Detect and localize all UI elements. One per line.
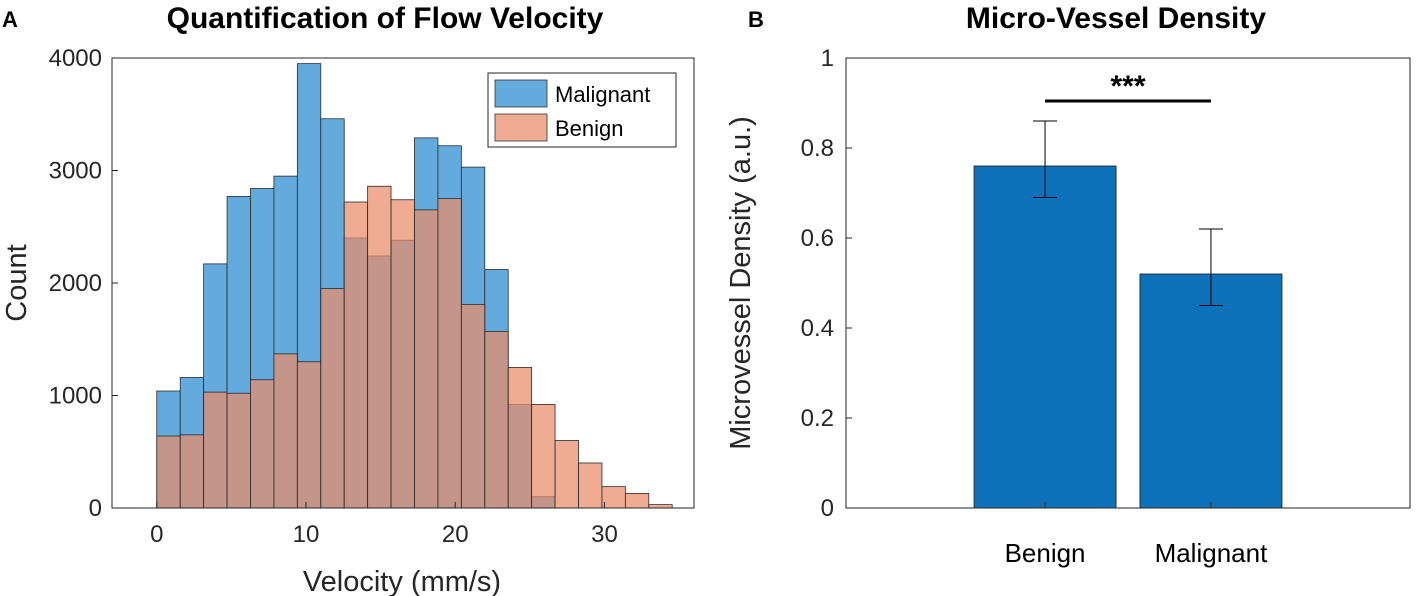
error-bar-malignant xyxy=(1198,228,1223,306)
hist-bar-benign xyxy=(250,379,275,509)
hist-bar-benign xyxy=(554,440,579,509)
y-tick-label: 3000 xyxy=(49,158,102,185)
panel-a-xlabel: Velocity (mm/s) xyxy=(303,566,501,596)
y-tick-label: 4000 xyxy=(49,45,102,72)
hist-bar-benign xyxy=(226,392,251,509)
y-tick-label: 0.2 xyxy=(801,405,834,432)
bar-malignant xyxy=(1139,273,1283,509)
hist-bar-benign xyxy=(203,391,228,509)
legend-label-malignant: Malignant xyxy=(555,82,650,107)
panel-a-legend: Malignant Benign xyxy=(487,72,677,148)
panel-b-ticks: 0 0.2 0.4 0.6 0.8 1 xyxy=(801,45,1212,522)
x-tick-label: 30 xyxy=(591,521,618,548)
hist-bar-benign xyxy=(507,366,533,509)
bar-benign xyxy=(973,165,1117,509)
y-tick-label: 1000 xyxy=(49,383,102,410)
hist-bar-benign xyxy=(273,353,298,509)
y-tick-label: 0.6 xyxy=(801,225,834,252)
y-tick-label: 0.8 xyxy=(801,135,834,162)
panel-a-letter: A xyxy=(2,7,18,32)
x-tick-label: 10 xyxy=(293,521,320,548)
panel-b-ylabel: Microvessel Density (a.u.) xyxy=(725,116,757,450)
error-bar-benign xyxy=(1033,120,1058,198)
y-tick-label: 0 xyxy=(821,495,834,522)
hist-bar-benign xyxy=(296,361,322,509)
panel-a-ticks: 0 10 20 30 0 1000 2000 3000 4000 xyxy=(49,45,618,548)
hist-bar-benign xyxy=(531,404,556,509)
panel-b-axes-box xyxy=(845,57,1411,509)
panel-a-ylabel: Count xyxy=(1,244,33,321)
hist-bar-benign xyxy=(624,492,650,509)
category-label-malignant: Malignant xyxy=(1155,538,1269,568)
hist-bar-benign xyxy=(390,199,415,509)
hist-bar-benign xyxy=(156,435,181,509)
hist-bar-benign xyxy=(343,201,369,509)
y-tick-label: 0.4 xyxy=(801,315,834,342)
panel-b-bar-chart: B Micro-Vessel Density Benign Malignant 0… xyxy=(725,2,1411,568)
panel-a-histogram: A Quantification of Flow Velocity 0 10 20 3… xyxy=(1,2,695,596)
x-tick-label: 0 xyxy=(150,521,163,548)
hist-bar-benign xyxy=(648,504,673,509)
significance-stars: *** xyxy=(1110,70,1145,103)
y-tick-label: 0 xyxy=(89,495,102,522)
hist-bar-benign xyxy=(179,434,205,509)
hist-bar-benign xyxy=(601,486,626,509)
hist-bar-benign xyxy=(578,462,603,509)
x-tick-label: 20 xyxy=(442,521,469,548)
panel-b-bars: Benign Malignant xyxy=(973,120,1283,568)
legend-swatch-benign xyxy=(494,113,548,142)
y-tick-label: 2000 xyxy=(49,270,102,297)
significance-marker: *** xyxy=(1045,70,1211,103)
hist-bar-benign xyxy=(414,209,439,509)
hist-bar-benign xyxy=(484,330,509,509)
hist-bar-benign xyxy=(460,303,486,509)
legend-label-benign: Benign xyxy=(555,116,624,141)
category-label-benign: Benign xyxy=(1005,538,1086,568)
panel-b-title: Micro-Vessel Density xyxy=(966,2,1266,35)
y-tick-label: 1 xyxy=(821,45,834,72)
hist-bar-benign xyxy=(437,198,462,509)
panel-a-bars xyxy=(156,63,673,509)
panel-a-title: Quantification of Flow Velocity xyxy=(167,2,604,35)
legend-swatch-malignant xyxy=(494,79,548,108)
hist-bar-benign xyxy=(367,185,392,509)
hist-bar-benign xyxy=(320,288,345,509)
panel-b-letter: B xyxy=(748,7,764,32)
